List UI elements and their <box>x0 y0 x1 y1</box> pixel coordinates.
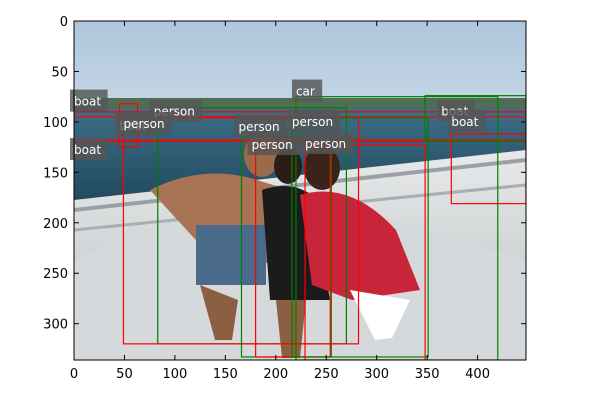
x-tick-label: 100 <box>162 367 187 382</box>
y-tick-label: 100 <box>43 116 68 131</box>
detection-tag-label: boat <box>74 143 101 157</box>
detection-tag-bg <box>287 109 341 132</box>
detection-tag-boat: boat <box>70 89 108 112</box>
detection-tag-label: person <box>252 138 293 152</box>
detection-tag-bg <box>447 109 485 132</box>
detection-box-boat <box>74 139 526 142</box>
x-tick-label: 50 <box>116 367 133 382</box>
y-tick-label: 200 <box>43 217 68 232</box>
detection-tag-label: person <box>123 117 164 131</box>
detection-tag-boat: boat <box>447 109 485 132</box>
detection-box-person <box>304 144 426 360</box>
detection-tag-label: boat <box>74 95 101 109</box>
x-tick-label: 350 <box>415 367 440 382</box>
detection-tag-bg <box>291 79 323 102</box>
y-tick-label: 150 <box>43 166 68 181</box>
x-tick-label: 0 <box>70 367 78 382</box>
detection-tag-person: person <box>301 132 354 154</box>
x-tick-label: 200 <box>263 367 288 382</box>
detection-box-boat <box>424 95 526 142</box>
detection-tag-boat: boat <box>70 138 108 161</box>
axes-frame <box>73 20 527 361</box>
y-tick-label: 50 <box>51 65 68 80</box>
detection-tag-car: car <box>291 79 323 102</box>
y-axis-ticks: 0 50 100 150 200 250 300 <box>43 15 526 333</box>
detection-tag-label: person <box>292 115 333 129</box>
detection-tag-label: boat <box>451 115 478 129</box>
detection-box-person <box>291 117 429 358</box>
detection-tag-bg <box>70 89 108 112</box>
detection-tag-person: person <box>287 109 341 132</box>
detection-tags: boat boat boat person person person person car p… <box>70 79 485 161</box>
detection-tag-person: person <box>119 111 172 134</box>
detection-tag-bg <box>234 114 287 137</box>
y-tick-label: 0 <box>60 15 68 30</box>
detection-box-boat <box>450 133 526 205</box>
detection-tag-person: person <box>234 114 287 137</box>
detection-tag-label: car <box>296 85 315 99</box>
x-tick-label: 250 <box>314 367 339 382</box>
detection-tag-label: person <box>238 120 279 134</box>
y-tick-label: 300 <box>43 318 68 333</box>
detection-tag-bg <box>70 138 108 161</box>
x-tick-label: 300 <box>364 367 389 382</box>
photo <box>74 21 526 360</box>
x-tick-label: 400 <box>465 367 490 382</box>
detection-tag-person: person <box>247 133 300 156</box>
x-axis-ticks: 0 50 100 150 200 250 300 350 400 <box>70 21 490 382</box>
y-tick-label: 250 <box>43 267 68 282</box>
detection-tag-bg <box>247 133 300 156</box>
detection-tag-bg <box>301 132 354 154</box>
x-tick-label: 150 <box>213 367 238 382</box>
detection-tag-bg <box>119 111 172 134</box>
detection-tag-label: person <box>305 137 346 151</box>
